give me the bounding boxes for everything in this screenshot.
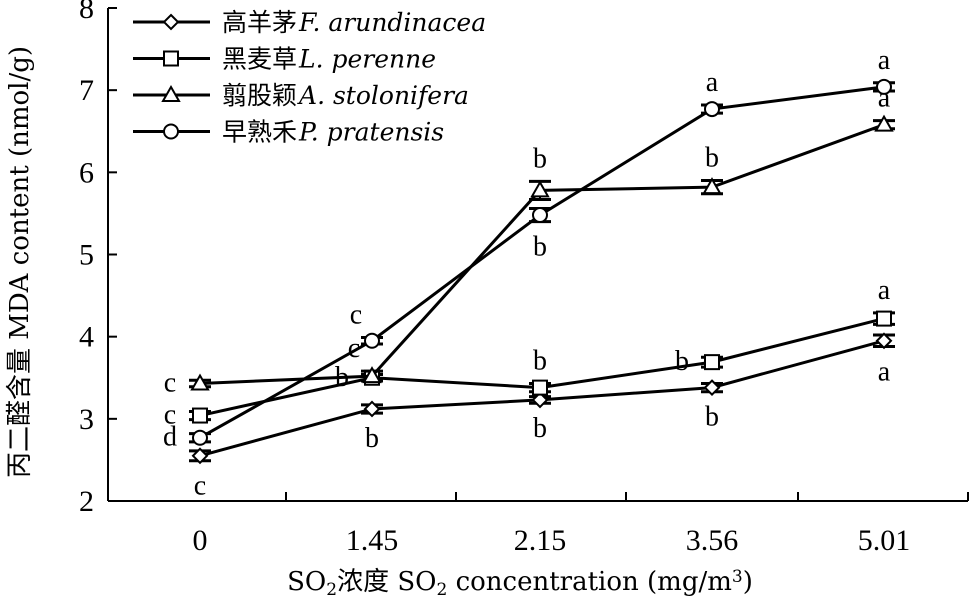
x-tick-label: 1.45 xyxy=(346,524,399,557)
data-point xyxy=(702,177,722,195)
data-point xyxy=(191,447,209,465)
data-point xyxy=(875,332,893,350)
significance-letter: b xyxy=(533,232,547,263)
significance-letter: c xyxy=(194,471,206,502)
series-diamond xyxy=(189,332,895,465)
significance-letter: a xyxy=(878,275,891,306)
legend-label: 翦股颖A. stolonifera xyxy=(222,81,469,110)
data-point xyxy=(364,332,380,349)
data-point xyxy=(532,379,548,396)
significance-letter: a xyxy=(878,45,891,76)
series-triangle xyxy=(189,114,895,391)
significance-letter: b xyxy=(675,346,689,377)
y-axis: 2 3 4 5 6 7 8 xyxy=(79,0,117,518)
significance-letter: b xyxy=(533,143,547,174)
significance-letter: c xyxy=(350,299,362,330)
y-axis-title: 丙二醛含量 MDA content (nmol/g) xyxy=(5,46,35,478)
significance-letter: a xyxy=(878,357,891,388)
y-tick-label: 5 xyxy=(79,239,94,272)
y-tick-label: 7 xyxy=(79,74,94,107)
data-point xyxy=(531,391,549,409)
x-axis: 0 1.45 2.15 3.56 5.01 xyxy=(107,492,969,557)
data-point xyxy=(363,400,381,418)
data-point xyxy=(192,407,208,424)
significance-letter: b xyxy=(533,346,547,377)
x-tick-label: 0 xyxy=(193,524,208,557)
data-point xyxy=(704,101,720,118)
data-point xyxy=(876,78,892,95)
data-point xyxy=(874,114,894,132)
significance-letter: b xyxy=(705,402,719,433)
legend-entry: 高羊茅F. arundinacea xyxy=(133,8,486,37)
significance-letter: c xyxy=(164,368,176,399)
legend-label: 高羊茅F. arundinacea xyxy=(222,8,486,37)
legend-label: 黑麦草L. perenne xyxy=(222,45,436,74)
data-point xyxy=(703,379,721,397)
significance-letter: a xyxy=(878,83,891,114)
significance-letter: b xyxy=(365,423,379,454)
data-point xyxy=(192,429,208,446)
data-point xyxy=(530,180,550,198)
significance-letter: b xyxy=(533,413,547,444)
y-tick-label: 4 xyxy=(79,321,94,354)
data-point xyxy=(190,373,210,391)
y-tick-label: 2 xyxy=(79,485,94,518)
data-point xyxy=(362,366,382,384)
significance-letter: b xyxy=(335,362,349,393)
legend-marker xyxy=(161,84,181,102)
x-tick-label: 5.01 xyxy=(858,524,911,557)
series-circle xyxy=(189,78,895,446)
legend-marker xyxy=(163,50,179,67)
data-point xyxy=(532,207,548,224)
y-tick-label: 8 xyxy=(79,0,94,25)
data-point xyxy=(704,354,720,371)
significance-letter: a xyxy=(706,67,719,98)
legend-entry: 黑麦草L. perenne xyxy=(133,45,436,74)
legend-marker xyxy=(162,13,180,31)
x-tick-label: 2.15 xyxy=(514,524,567,557)
significance-letter: c xyxy=(348,333,360,364)
y-tick-label: 6 xyxy=(79,156,94,189)
y-tick-label: 3 xyxy=(79,403,94,436)
significance-letter: c xyxy=(164,400,176,431)
legend-entry: 翦股颖A. stolonifera xyxy=(133,81,469,110)
x-axis-title: SO2浓度 SO2 concentration (mg/m3) xyxy=(287,567,753,597)
x-tick-label: 3.56 xyxy=(686,524,739,557)
legend-marker xyxy=(163,123,179,140)
significance-letter: b xyxy=(705,143,719,174)
significance-letter: d xyxy=(163,422,177,453)
legend-entry: 早熟禾P. pratensis xyxy=(133,118,444,147)
series-layer xyxy=(189,78,895,465)
data-point xyxy=(876,310,892,327)
legend: 高羊茅F. arundinacea 黑麦草L. perenne 翦股颖A. stol… xyxy=(133,8,486,147)
legend-label: 早熟禾P. pratensis xyxy=(222,118,444,147)
